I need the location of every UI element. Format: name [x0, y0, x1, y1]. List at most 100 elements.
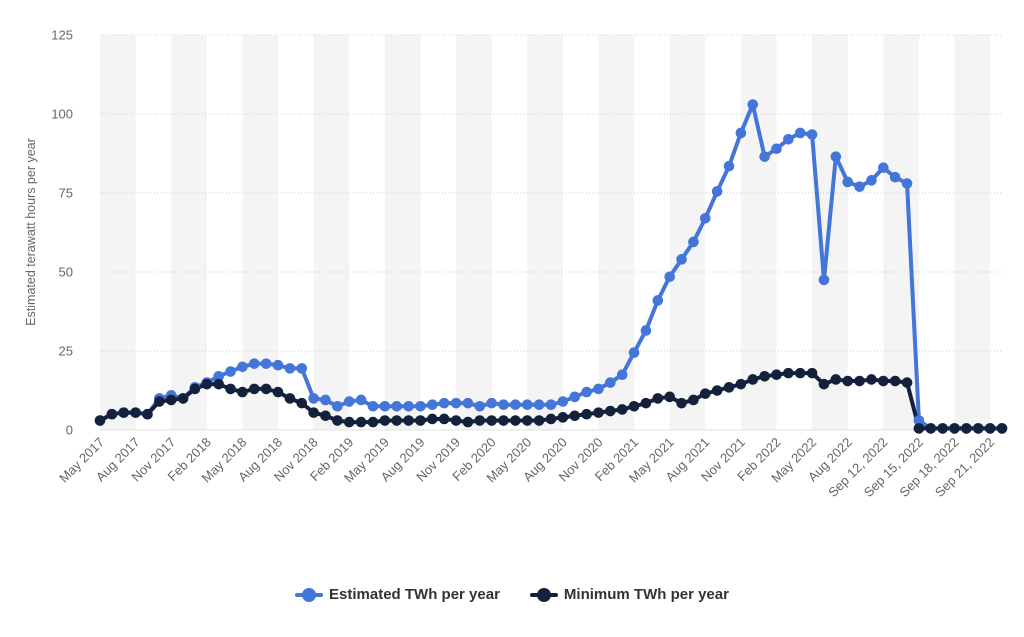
minimum-data-point [984, 423, 996, 434]
minimum-data-point [794, 367, 806, 379]
minimum-data-point [403, 415, 414, 426]
minimum-data-point [284, 393, 296, 404]
minimum-data-point [747, 374, 759, 385]
estimated-data-point [866, 175, 877, 186]
minimum-data-point [142, 408, 153, 420]
estimated-data-point [474, 401, 486, 412]
minimum-data-point [569, 410, 581, 422]
estimated-data-point [367, 401, 379, 412]
minimum-data-point [913, 423, 925, 434]
estimated-data-point [569, 391, 581, 403]
minimum-data-point [225, 383, 236, 395]
estimated-data-point [771, 143, 782, 155]
series-points [94, 99, 1008, 434]
y-tick-label: 100 [51, 107, 73, 122]
estimated-data-point [450, 397, 462, 409]
estimated-data-point [248, 358, 260, 369]
minimum-data-point [961, 423, 972, 434]
minimum-data-point [771, 369, 782, 381]
estimated-data-point [783, 133, 794, 145]
minimum-data-point [806, 367, 818, 379]
legend-item-minimum[interactable]: Minimum TWh per year [529, 586, 729, 603]
estimated-data-point [403, 401, 414, 412]
y-tick-label: 125 [51, 28, 73, 43]
background-band [171, 35, 207, 430]
estimated-data-point [593, 383, 604, 395]
estimated-data-point [628, 347, 640, 358]
estimated-data-point [486, 397, 497, 409]
minimum-data-point [925, 423, 937, 434]
y-axis-title: Estimated terawatt hours per year [24, 138, 38, 326]
legend-label-minimum: Minimum TWh per year [563, 586, 729, 603]
estimated-data-point [878, 162, 889, 174]
estimated-data-point [510, 399, 521, 411]
estimated-data-point [296, 363, 308, 374]
estimated-data-point [557, 396, 569, 407]
minimum-data-point [415, 415, 426, 426]
plot-background-bands [100, 35, 991, 430]
estimated-data-point [462, 397, 474, 409]
estimated-data-point [320, 394, 331, 406]
estimated-data-point [735, 127, 747, 139]
minimum-data-point [486, 415, 497, 426]
estimated-data-point [498, 399, 509, 411]
minimum-data-point [379, 415, 391, 426]
estimated-data-point [913, 415, 925, 426]
estimated-data-point [794, 127, 806, 139]
minimum-data-point [427, 413, 438, 425]
minimum-data-point [628, 401, 640, 412]
y-tick-label: 75 [59, 186, 73, 201]
minimum-data-point [723, 382, 735, 393]
estimated-data-point [272, 359, 284, 371]
background-band [100, 35, 136, 430]
minimum-data-point [533, 415, 545, 426]
background-band [527, 35, 563, 430]
legend-item-estimated[interactable]: Estimated TWh per year [295, 586, 500, 603]
minimum-data-point [367, 416, 379, 428]
minimum-data-point [664, 391, 675, 403]
minimum-data-point [462, 416, 474, 428]
estimated-data-point [652, 295, 664, 306]
gridlines [100, 34, 1002, 431]
estimated-data-point [427, 399, 438, 411]
estimated-data-point [664, 271, 675, 283]
minimum-data-point [818, 378, 830, 390]
estimated-data-point [699, 212, 711, 224]
estimated-data-point [355, 394, 367, 406]
estimated-data-point [605, 377, 616, 388]
minimum-data-point [640, 397, 652, 409]
minimum-data-point [94, 415, 106, 426]
minimum-data-point [557, 412, 569, 423]
estimated-data-point [676, 254, 687, 265]
minimum-data-point [699, 388, 711, 399]
minimum-data-point [616, 404, 628, 415]
background-band [313, 35, 350, 430]
estimated-data-point [640, 325, 652, 336]
y-axis-ticks: 0 25 50 75 100 125 [51, 28, 73, 438]
legend-label-estimated: Estimated TWh per year [329, 586, 500, 603]
estimated-data-point [438, 397, 450, 409]
background-band [883, 35, 919, 430]
minimum-data-point [652, 393, 664, 404]
minimum-data-point [510, 415, 521, 426]
estimated-data-point [332, 401, 343, 412]
estimated-data-point [260, 358, 272, 369]
minimum-data-point [842, 375, 854, 387]
legend: Estimated TWh per year Minimum TWh per y… [0, 586, 1024, 603]
estimated-data-point [711, 186, 723, 197]
minimum-data-point [901, 377, 913, 388]
estimated-data-point [343, 396, 355, 407]
estimated-data-point [759, 151, 770, 162]
minimum-data-point [854, 375, 865, 387]
minimum-data-point [498, 415, 509, 426]
minimum-data-point [438, 413, 450, 425]
estimated-data-point [806, 129, 818, 140]
minimum-data-point [296, 397, 308, 409]
estimated-data-point [842, 176, 854, 188]
minimum-data-point [593, 407, 604, 418]
minimum-data-point [189, 383, 201, 395]
estimated-data-point [213, 370, 224, 382]
minimum-data-point [878, 375, 889, 387]
